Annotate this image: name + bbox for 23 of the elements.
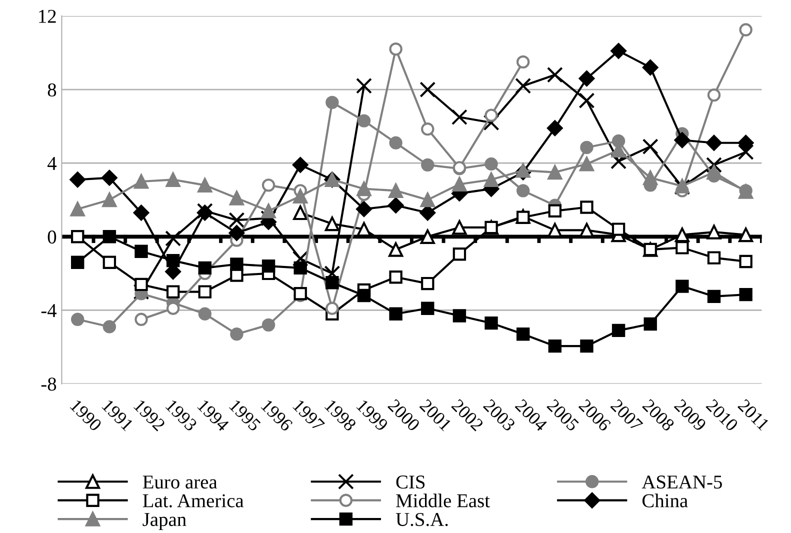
y-tick-label: -8 [41,378,56,391]
y-tick-label: 8 [48,83,56,96]
legend-label: China [642,494,688,508]
y-tick-label: -4 [41,304,57,317]
y-tick-label: 0 [48,230,56,244]
legend-label: Lat. America [142,494,244,508]
legend-label: CIS [396,476,425,489]
legend-label: Euro area [142,476,218,489]
x-tick-label: 1999 [356,399,389,432]
legend-label: Middle East [396,494,490,508]
x-tick-label: 1994 [197,399,230,432]
x-tick-label: 1996 [260,399,294,432]
x-tick-label: 2007 [610,398,644,432]
legend-label: Japan [142,513,186,530]
y-tick-label: 12 [39,10,56,23]
legend-label: ASEAN-5 [642,476,722,489]
x-tick-label: 1995 [228,399,262,432]
y-tick-label: 4 [47,157,57,170]
x-tick-label: 1998 [324,399,357,432]
x-tick-label: 1990 [70,399,102,432]
x-tick-label: 1997 [292,399,326,432]
x-tick-label: 1993 [165,399,198,432]
legend-label: U.S.A. [396,513,448,526]
